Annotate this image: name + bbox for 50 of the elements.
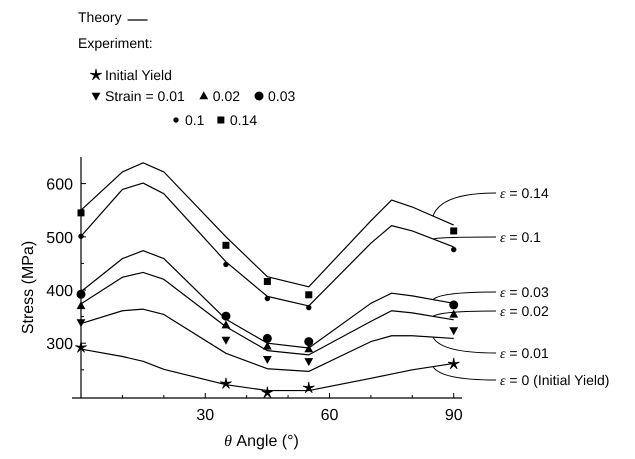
x-axis-title: θ Angle (°) [224, 433, 299, 450]
legend-label: 0.14 [230, 112, 258, 128]
point [451, 246, 456, 252]
x-tick-label: 90 [444, 407, 463, 424]
point [264, 278, 271, 285]
point [262, 356, 272, 364]
x-tick-label: 60 [320, 407, 338, 424]
point [76, 301, 86, 310]
legend-label: ε = 0.03 [500, 284, 549, 301]
legend-label: 0.1 [185, 112, 205, 128]
y-tick-label: 500 [46, 230, 74, 247]
point [261, 386, 274, 398]
point [222, 320, 230, 328]
y-tick-label: 300 [46, 336, 74, 354]
point [449, 300, 458, 310]
point [306, 304, 312, 310]
y-tick-label: 400 [46, 283, 74, 300]
point [78, 234, 84, 239]
point [304, 337, 314, 346]
y-axis-title: Stress (MPa) [20, 240, 37, 334]
point [449, 327, 458, 336]
point [304, 358, 314, 366]
point [220, 377, 232, 389]
point [302, 381, 315, 394]
legend-label: ε = 0 (Initial Yield) [500, 372, 610, 389]
legend-label: Strain = 0.01 [105, 88, 185, 104]
point [221, 312, 230, 321]
point [264, 296, 270, 302]
point [78, 209, 84, 216]
legend-label: ε = 0.01 [500, 345, 549, 362]
point [222, 336, 230, 345]
legend-label: ε = 0.02 [500, 303, 549, 320]
point [262, 342, 272, 350]
x-tick-label: 30 [196, 407, 214, 424]
point [222, 242, 230, 249]
legend-label: ε = 0.1 [500, 229, 542, 246]
legend-title: Experiment: [78, 35, 153, 51]
legend-label: 0.03 [268, 88, 296, 104]
point [76, 319, 86, 328]
legend-label: Initial Yield [105, 67, 172, 83]
legend-label: 0.02 [212, 88, 240, 104]
point [450, 227, 458, 234]
point [223, 262, 229, 268]
point [305, 291, 312, 298]
text: ε = 0.14 [500, 185, 549, 202]
point [74, 341, 88, 353]
text: Theory [78, 9, 122, 25]
y-tick-label: 600 [46, 176, 74, 194]
point [262, 334, 272, 343]
point [448, 358, 460, 370]
